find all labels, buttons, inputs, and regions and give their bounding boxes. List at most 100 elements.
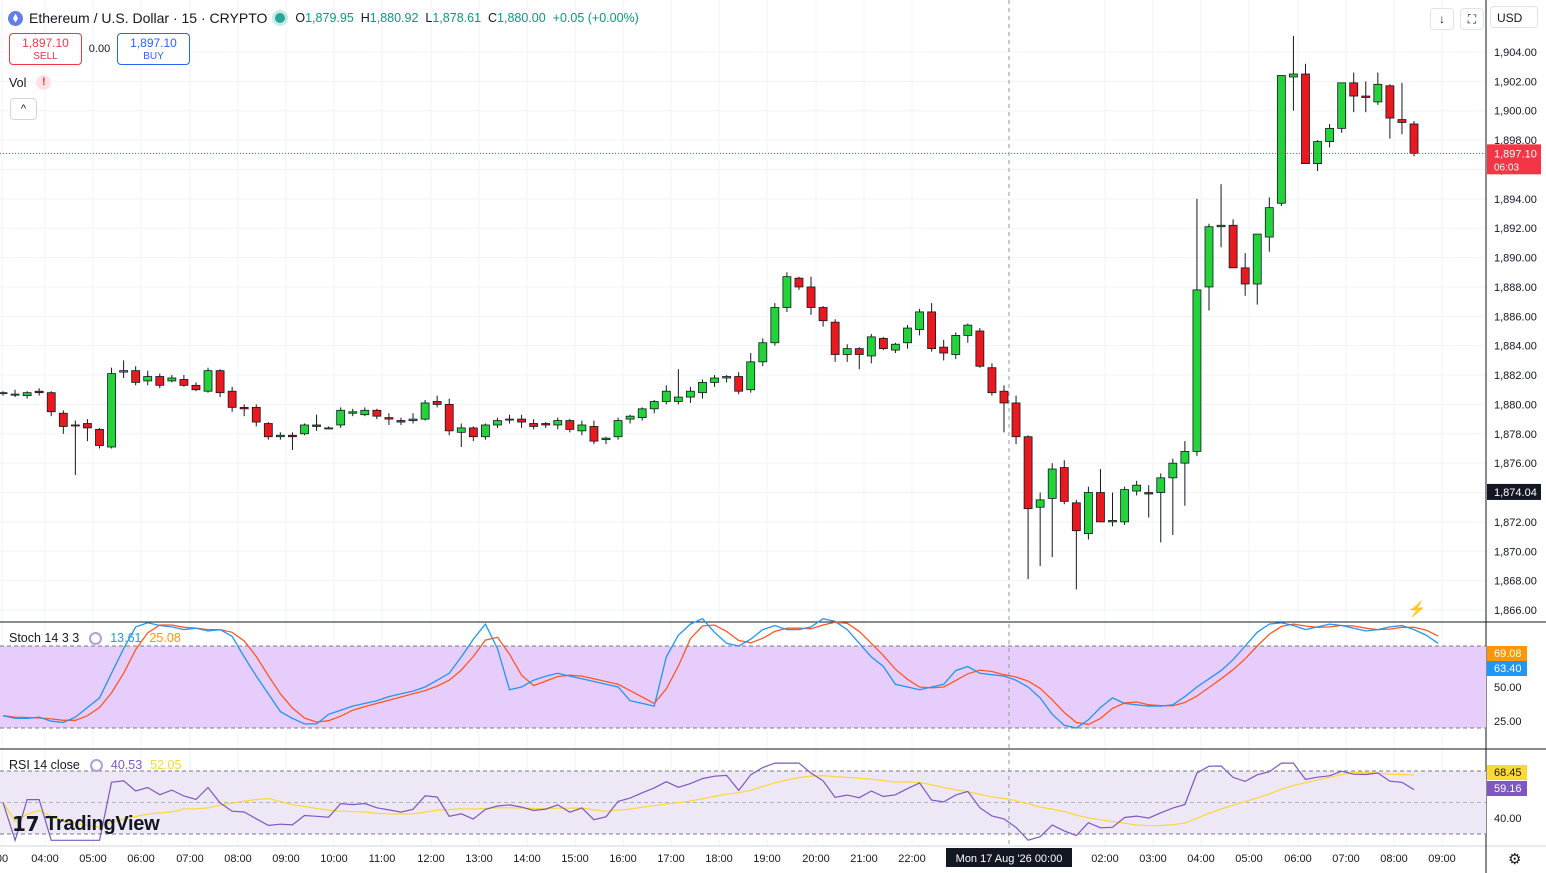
- price-tick-label: 1,870.00: [1494, 546, 1537, 558]
- stoch-legend[interactable]: Stoch 14 3 3 13.61 25.08: [9, 631, 181, 645]
- candle-body: [1397, 119, 1407, 123]
- candle-body: [215, 370, 225, 394]
- time-tick-label: 06:00: [127, 853, 155, 865]
- candle-body: [239, 406, 249, 410]
- candle-body: [1301, 73, 1310, 164]
- candle-body: [275, 434, 285, 438]
- time-tick-label: 11:00: [369, 853, 396, 865]
- sell-label: SELL: [33, 51, 58, 62]
- close-value: 1,880.00: [497, 11, 546, 25]
- time-tick-label: 04:00: [31, 853, 59, 865]
- time-tick-label: 21:00: [850, 853, 878, 865]
- candle-body: [891, 343, 900, 351]
- time-tick-label: 10:00: [320, 853, 348, 865]
- time-tick-label: 04:00: [1187, 853, 1215, 865]
- candle-body: [22, 392, 32, 397]
- candle-body: [396, 420, 406, 423]
- interval-label[interactable]: 15: [181, 10, 198, 26]
- crosshair-price-label: 1,874.04: [1494, 487, 1537, 499]
- candle-body: [10, 393, 20, 396]
- time-tick-label: 05:00: [1235, 853, 1263, 865]
- time-tick-label: 08:00: [1380, 853, 1408, 865]
- time-tick-label: 14:00: [513, 853, 541, 865]
- candle-body: [444, 404, 454, 432]
- candle-body: [915, 311, 924, 330]
- candle-body: [1035, 499, 1045, 508]
- candle-body: [34, 390, 44, 394]
- indicator-settings-icon[interactable]: [89, 758, 103, 772]
- time-tick-label: 17:00: [657, 853, 685, 865]
- rsi-legend[interactable]: RSI 14 close 40.53 52.05: [9, 758, 181, 772]
- candle-body: [46, 392, 56, 413]
- settings-gear-icon[interactable]: ⚙: [1508, 851, 1522, 868]
- candle-body: [842, 348, 852, 355]
- market-status-icon[interactable]: [275, 13, 286, 23]
- time-tick-label: 22:00: [898, 853, 926, 865]
- time-tick-label: 05:00: [79, 853, 107, 865]
- volume-label: Vol: [9, 75, 27, 90]
- candle-body: [131, 370, 141, 383]
- time-tick-label: 15:00: [561, 853, 589, 865]
- candle-body: [529, 423, 539, 427]
- candle-body: [167, 377, 177, 382]
- candle-body: [903, 327, 912, 344]
- candle-body: [746, 361, 756, 391]
- candle-body: [420, 402, 430, 420]
- candle-body: [686, 390, 695, 398]
- price-tick-label: 1,882.00: [1494, 370, 1537, 382]
- candle-body: [1228, 224, 1238, 269]
- indicator-settings-icon[interactable]: [89, 631, 103, 645]
- candle-body: [1276, 75, 1286, 204]
- crosshair-time-badge: [946, 848, 1072, 867]
- sell-price: 1,897.10: [22, 36, 69, 50]
- candle-body: [517, 418, 526, 423]
- candle-body: [613, 420, 623, 438]
- rsi-ma-badge-label: 68.45: [1494, 767, 1522, 779]
- price-tick-label: 1,872.00: [1494, 517, 1537, 529]
- flash-icon[interactable]: ⚡: [1407, 601, 1427, 618]
- fullscreen-icon[interactable]: ⛶: [1460, 8, 1484, 30]
- open-value: 1,879.95: [305, 11, 354, 25]
- symbol-name[interactable]: Ethereum / U.S. Dollar: [29, 10, 170, 26]
- candle-body: [565, 420, 575, 430]
- last-price-label: 1,897.10: [1494, 148, 1537, 160]
- candle-body: [1144, 492, 1154, 495]
- warning-icon[interactable]: !: [36, 75, 52, 90]
- stoch-band: [0, 646, 1486, 728]
- tradingview-logo[interactable]: 17 TradingView: [12, 812, 160, 836]
- candle-body: [806, 286, 816, 308]
- time-tick-label: 00: [0, 853, 8, 865]
- candle-body: [927, 311, 937, 350]
- collapse-legend-button[interactable]: ^: [10, 98, 37, 120]
- stoch-k-badge-label: 63.40: [1494, 663, 1522, 675]
- stoch-d-badge: [1487, 646, 1527, 661]
- candle-body: [155, 376, 165, 386]
- candle-body: [1023, 436, 1033, 510]
- time-tick-label: 12:00: [417, 853, 445, 865]
- candle-body: [119, 370, 128, 373]
- candle-body: [1337, 82, 1347, 129]
- candle-body: [951, 335, 961, 355]
- volume-legend[interactable]: Vol !: [9, 75, 52, 90]
- time-tick-label: 19:00: [753, 853, 781, 865]
- currency-selector[interactable]: USD: [1490, 6, 1538, 28]
- buy-button[interactable]: 1,897.10 BUY: [117, 33, 190, 65]
- candle-body: [553, 420, 563, 426]
- candle-body: [1180, 451, 1190, 464]
- price-tick-label: 1,876.00: [1494, 458, 1537, 470]
- buy-price: 1,897.10: [130, 36, 177, 50]
- candle-body: [312, 424, 321, 427]
- candle-body: [975, 330, 985, 367]
- candle-body: [143, 376, 153, 382]
- rsi-ma-line: [2, 771, 1415, 828]
- candle-body: [1192, 289, 1202, 452]
- rsi-badge: [1487, 781, 1527, 796]
- time-tick-label: 07:00: [1332, 853, 1360, 865]
- candle-body: [251, 406, 261, 423]
- download-icon[interactable]: ↓: [1430, 8, 1454, 30]
- crosshair-time-label: Mon 17 Aug '26 00:00: [956, 853, 1063, 865]
- candle-body: [1264, 207, 1274, 238]
- stoch-d-value: 25.08: [149, 631, 181, 645]
- sell-button[interactable]: 1,897.10 SELL: [9, 33, 82, 65]
